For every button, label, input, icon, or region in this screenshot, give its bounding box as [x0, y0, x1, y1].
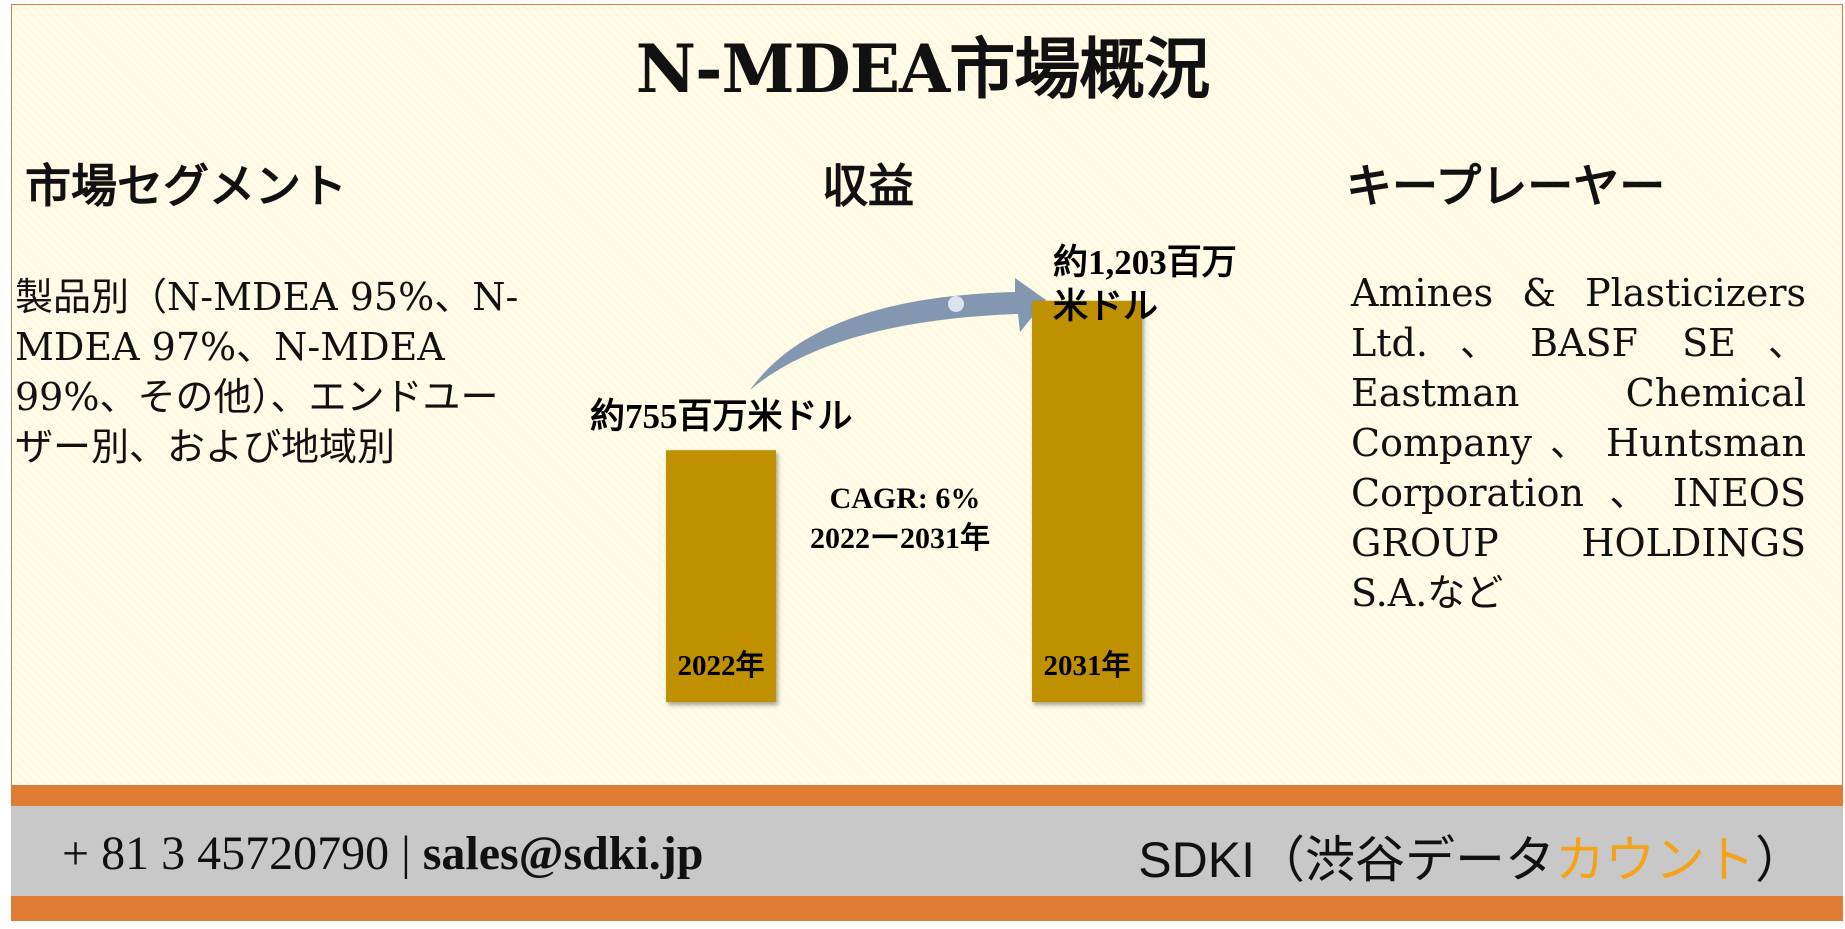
- brand-accent: カウント: [1555, 832, 1755, 888]
- value-label-2031: 米ドル: [1053, 287, 1158, 326]
- bar-2031年: [1032, 300, 1142, 702]
- segment-heading: 市場セグメント: [25, 159, 347, 213]
- bar-2022年: [666, 450, 776, 702]
- bar-category-label: 2031年: [1043, 648, 1130, 682]
- key-players-list: Amines & Plasticizers Ltd.、BASF SE、Eastm…: [1351, 271, 1806, 615]
- bar-category-label: 2022年: [677, 648, 764, 682]
- email-link[interactable]: sales@sdki.jp: [422, 827, 704, 880]
- key-players-heading: キープレーヤー: [1346, 159, 1666, 213]
- contact-info: + 81 3 45720790 | sales@sdki.jp: [62, 826, 703, 881]
- cagr-period-label: 2022ー2031年: [810, 522, 990, 555]
- footer-panel: [11, 806, 1843, 896]
- segment-description: 製品別（N-MDEA 95%、N-MDEA 97%、N-MDEA 99%、その他…: [15, 275, 519, 469]
- revenue-heading: 収益: [822, 159, 914, 213]
- cagr-label: CAGR: 6%: [830, 482, 981, 515]
- growth-arrow: [750, 278, 1046, 390]
- brand-end: ）: [1755, 832, 1805, 888]
- phone-number: + 81 3 45720790: [62, 827, 390, 880]
- slide-panel: [11, 4, 1843, 786]
- brand-main: SDKI（渋谷データ: [1138, 832, 1555, 888]
- arrow-dot: [948, 296, 964, 312]
- page-title: N-MDEA市場概況: [635, 30, 1211, 108]
- value-label-2022: 約755百万米ドル: [590, 397, 853, 436]
- contact-separator: |: [401, 827, 411, 880]
- value-label-2031: 約1,203百万: [1053, 243, 1237, 282]
- brand-name: SDKI（渋谷データカウント）: [1138, 820, 1805, 892]
